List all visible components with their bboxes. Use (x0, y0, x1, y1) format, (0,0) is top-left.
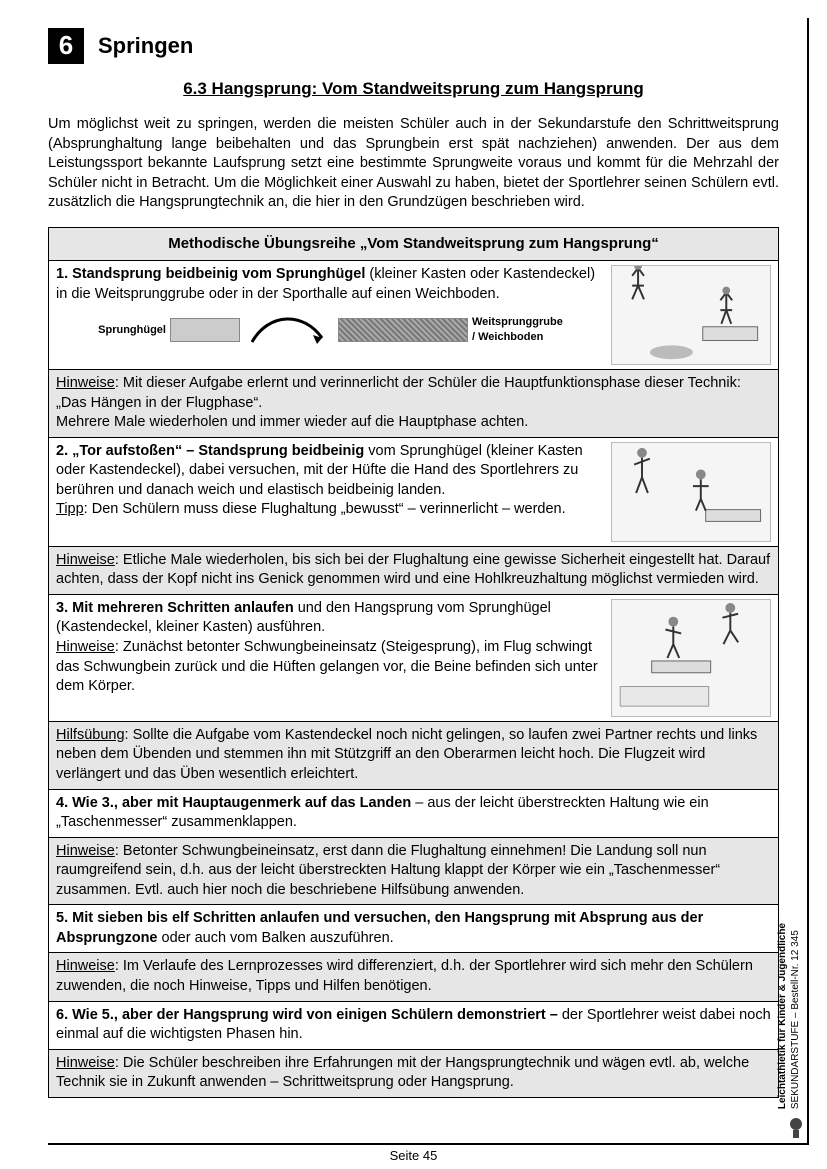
diagram-right-label-2: / Weichboden (472, 330, 563, 345)
ex2-tip: : Den Schülern muss diese Flughaltung „b… (84, 501, 566, 517)
hint-3: Hilfsübung: Sollte die Aufgabe vom Kaste… (49, 721, 779, 789)
ex3-hw: : Zunächst betonter Schwungbeineinsatz (… (56, 639, 598, 694)
exercise-2: 2. „Tor aufstoßen“ – Standsprung beidbei… (49, 437, 779, 546)
exercise-1: 1. Standsprung beidbeinig vom Sprunghüge… (49, 261, 779, 370)
hint-2: Hinweise: Etliche Male wiederholen, bis … (49, 546, 779, 594)
ex1-bold: 1. Standsprung beidbeinig vom Sprunghüge… (56, 266, 365, 282)
hint1-text2: Mehrere Male wiederholen und immer wiede… (56, 414, 528, 430)
hint-1: Hinweise: Mit dieser Aufgabe erlernt und… (49, 370, 779, 438)
hint4-text: : Betonter Schwungbeineinsatz, erst dann… (56, 843, 720, 898)
page-number: Seite 45 (0, 1147, 827, 1165)
ex3-bold: 3. Mit mehreren Schritten anlaufen (56, 600, 294, 616)
credit-line: SEKUNDARSTUFE – Bestell-Nr. 12 345 (790, 930, 801, 1109)
hint-4: Hinweise: Betonter Schwungbeineinsatz, e… (49, 837, 779, 905)
page-frame-bottom (48, 1143, 809, 1145)
diagram-right-label-1: Weitsprunggrube (472, 315, 563, 330)
chapter-number-box: 6 (48, 28, 84, 64)
hint-6: Hinweise: Die Schüler beschreiben ihre E… (49, 1049, 779, 1097)
credit-bold: Leichtathletik für Kinder & Jugendliche (777, 923, 788, 1109)
hint1-label: Hinweise (56, 375, 115, 391)
section-title: 6.3 Hangsprung: Vom Standweitsprung zum … (48, 78, 779, 101)
page-frame-right (807, 18, 809, 1145)
exercise-table: Methodische Übungsreihe „Vom Standweitsp… (48, 227, 779, 1098)
illustration-jump-1 (611, 265, 771, 365)
ex5-text: oder auch vom Balken auszuführen. (158, 930, 394, 946)
hint5-text: : Im Verlaufe des Lernprozesses wird dif… (56, 958, 753, 994)
illustration-jump-2 (611, 442, 771, 542)
illustration-jump-3 (611, 599, 771, 717)
hint-5: Hinweise: Im Verlaufe des Lernprozesses … (49, 953, 779, 1001)
hint3-label: Hilfsübung (56, 727, 125, 743)
chapter-header: 6 Springen (48, 28, 779, 64)
hint6-text: : Die Schüler beschreiben ihre Erfahrung… (56, 1055, 749, 1091)
table-header: Methodische Übungsreihe „Vom Standweitsp… (49, 227, 779, 260)
exercise-6: 6. Wie 5., aber der Hangsprung wird von … (49, 1001, 779, 1049)
ex2-tip-label: Tipp (56, 501, 84, 517)
hint3-text: : Sollte die Aufgabe vom Kastendeckel no… (56, 727, 757, 782)
publisher-logo-icon (787, 1117, 805, 1139)
exercise-3: 3. Mit mehreren Schritten anlaufen und d… (49, 594, 779, 721)
jump-arrow-icon (244, 310, 334, 350)
ex2-bold: 2. „Tor aufstoßen“ – Standsprung beidbei… (56, 443, 364, 459)
hint4-label: Hinweise (56, 843, 115, 859)
exercise-5: 5. Mit sieben bis elf Schritten anlaufen… (49, 905, 779, 953)
ex6-bold: 6. Wie 5., aber der Hangsprung wird von … (56, 1007, 558, 1023)
ex3-hw-label: Hinweise (56, 639, 115, 655)
diagram-left-label: Sprunghügel (98, 323, 166, 338)
diagram-block-hill (170, 318, 240, 342)
intro-paragraph: Um möglichst weit zu springen, werden di… (48, 115, 779, 213)
hint2-text: : Etliche Male wiederholen, bis sich bei… (56, 552, 770, 588)
diagram-block-pit (338, 318, 468, 342)
hint5-label: Hinweise (56, 958, 115, 974)
hint6-label: Hinweise (56, 1055, 115, 1071)
exercise-4: 4. Wie 3., aber mit Hauptaugenmerk auf d… (49, 789, 779, 837)
chapter-title: Springen (98, 31, 193, 61)
side-credit: Leichtathletik für Kinder & Jugendliche … (776, 923, 802, 1109)
sprunghuegel-diagram: Sprunghügel Weitsprunggrube / Weichboden (56, 310, 605, 350)
hint2-label: Hinweise (56, 552, 115, 568)
hint1-text: : Mit dieser Aufgabe erlernt und verinne… (56, 375, 741, 411)
ex4-bold: 4. Wie 3., aber mit Hauptaugenmerk auf d… (56, 795, 411, 811)
